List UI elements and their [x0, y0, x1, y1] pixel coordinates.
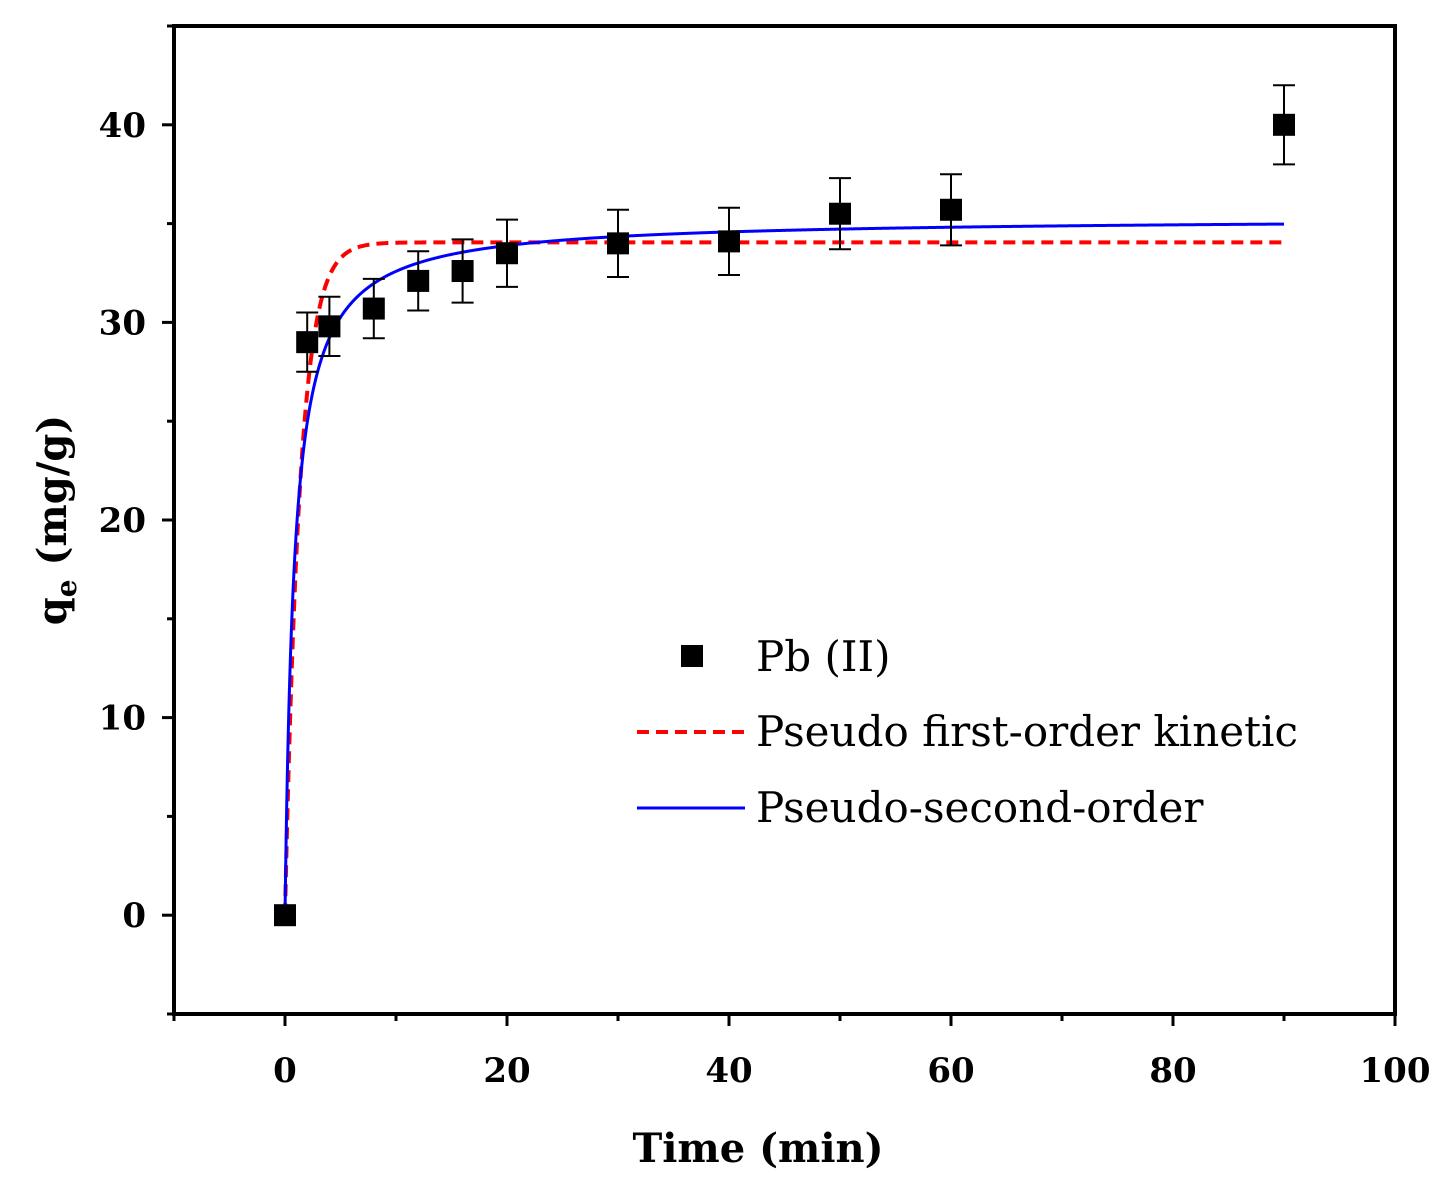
legend: Pb (II) Pseudo first-order kinetic Pseud… [637, 632, 1298, 832]
pseudo-first-order-curve [283, 240, 1284, 916]
axis-ticks [162, 24, 1397, 1026]
data-point [362, 297, 385, 320]
y-tick-label: 0 [122, 896, 146, 936]
data-point [496, 242, 518, 265]
x-axis-title: Time (min) [632, 1125, 883, 1172]
plot-marks [274, 84, 1295, 927]
y-axis-title-unit: (mg/g) [29, 415, 76, 580]
data-point [318, 315, 341, 338]
data-point [1273, 113, 1295, 136]
data-point [407, 269, 430, 292]
y-tick-label: 30 [99, 303, 146, 343]
y-axis-title-main: q [29, 597, 76, 625]
tick-labels: 0 20 40 60 80 100 0 10 20 30 40 [99, 106, 1431, 1091]
pseudo-second-order-curve [283, 222, 1284, 916]
x-tick-label: 0 [273, 1051, 297, 1091]
data-point [829, 202, 851, 225]
x-tick-label: 100 [1360, 1051, 1431, 1091]
data-point [274, 904, 296, 927]
y-tick-label: 10 [99, 699, 146, 739]
y-axis-title: qe (mg/g) [29, 415, 83, 625]
x-tick-label: 40 [705, 1051, 752, 1091]
legend-marker-pb [681, 645, 703, 667]
x-tick-label: 20 [483, 1051, 530, 1091]
y-tick-label: 20 [99, 501, 146, 541]
data-point [296, 331, 319, 354]
data-point [451, 260, 474, 283]
y-axis-title-subscript: e [50, 579, 83, 597]
data-point [607, 232, 629, 255]
data-point [940, 198, 962, 221]
legend-label-pseudo-second-order: Pseudo-second-order [756, 783, 1204, 832]
plot-frame [172, 24, 1397, 1016]
data-point [718, 230, 740, 253]
legend-label-pb: Pb (II) [756, 632, 890, 681]
x-tick-label: 60 [927, 1051, 974, 1091]
y-tick-label: 40 [99, 106, 146, 146]
legend-label-pseudo-first-order: Pseudo first-order kinetic [756, 707, 1298, 756]
x-tick-label: 80 [1149, 1051, 1196, 1091]
